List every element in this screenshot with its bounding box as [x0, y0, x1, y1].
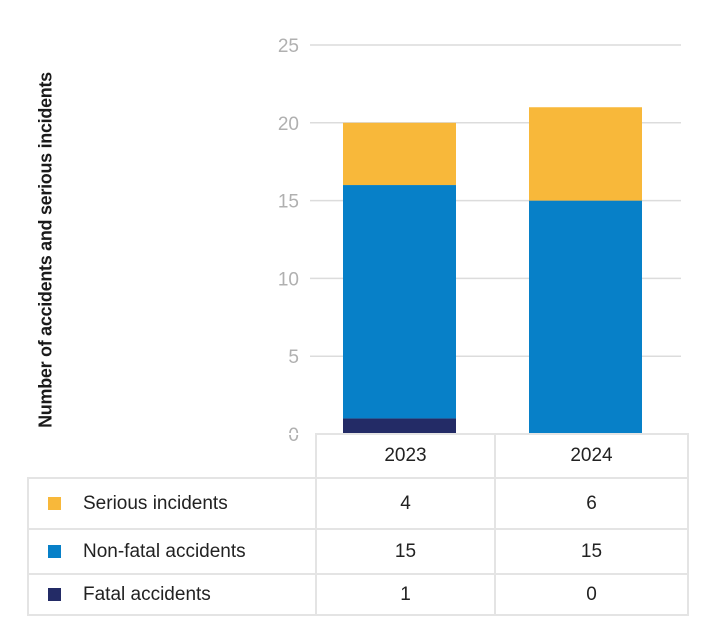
legend-label: Non-fatal accidents — [83, 540, 246, 562]
y-tick-label: 5 — [288, 347, 299, 368]
data-table: 2023 2024 Serious incidents 4 6 Non-fatal a… — [27, 433, 689, 616]
legend-cell: Serious incidents — [27, 477, 317, 530]
bar-segment — [343, 418, 456, 434]
legend-swatch — [48, 544, 61, 558]
legend-swatch — [48, 587, 61, 601]
value-cell: 1 — [315, 573, 496, 616]
table-row: Non-fatal accidents 15 15 — [27, 528, 689, 575]
y-tick-label: 15 — [278, 192, 299, 213]
y-axis-label: Number of accidents and serious incident… — [35, 72, 56, 428]
bar-segment — [343, 122, 456, 186]
table-header-row: 2023 2024 — [27, 433, 689, 479]
value-cell: 15 — [494, 528, 689, 575]
value-cell: 15 — [315, 528, 496, 575]
legend-swatch — [48, 496, 61, 510]
value-cell: 0 — [494, 573, 689, 616]
legend-label: Serious incidents — [83, 492, 228, 514]
table-row: Serious incidents 4 6 — [27, 477, 689, 530]
table-corner — [27, 433, 317, 479]
bar-segment — [343, 185, 456, 419]
table-row: Fatal accidents 1 0 — [27, 573, 689, 616]
legend-cell: Fatal accidents — [27, 573, 317, 616]
legend-cell: Non-fatal accidents — [27, 528, 317, 575]
category-header: 2023 — [315, 433, 496, 479]
bar-segment — [529, 200, 642, 434]
value-cell: 4 — [315, 477, 496, 530]
y-tick-label: 10 — [278, 269, 299, 290]
bar-segment — [529, 107, 642, 201]
y-tick-label: 20 — [278, 114, 299, 135]
y-tick-label: 25 — [278, 36, 299, 57]
legend-label: Fatal accidents — [83, 583, 211, 605]
category-header: 2024 — [494, 433, 689, 479]
value-cell: 6 — [494, 477, 689, 530]
